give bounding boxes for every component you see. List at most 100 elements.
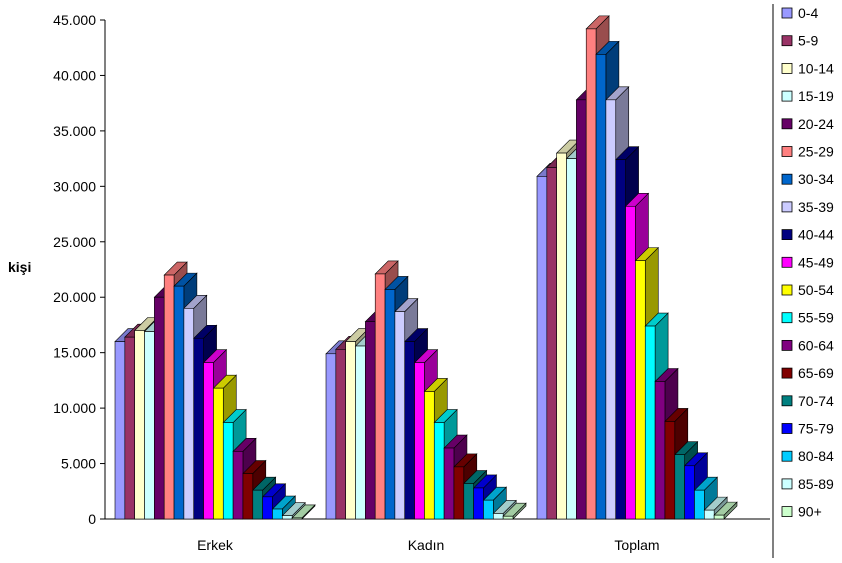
bar-front	[483, 499, 494, 520]
y-tick-label: 30.000	[53, 178, 96, 194]
bar-front	[355, 345, 366, 520]
legend-item: 25-29	[781, 144, 834, 160]
bar-front	[546, 167, 557, 520]
legend-swatch	[781, 450, 793, 462]
legend: 0-4 5-9 10-14 15-19 20-24 25-29 30-34 35-39 40-4…	[772, 4, 834, 558]
legend-label: 60-64	[798, 337, 834, 353]
legend-item: 5-9	[781, 33, 818, 49]
bar-front	[384, 289, 396, 520]
bar-front	[213, 387, 224, 520]
legend-item: 85-89	[781, 476, 834, 492]
bar-front	[222, 422, 234, 520]
bar-front	[394, 311, 406, 520]
y-ticks: 0 5.000 10.000 15.000 20.000 25.000 30.000 35.0…	[53, 12, 105, 527]
bar-front	[291, 517, 303, 520]
legend-label: 70-74	[798, 393, 834, 409]
bar-front	[644, 325, 656, 520]
legend-swatch	[781, 90, 793, 102]
legend-swatch	[781, 506, 793, 518]
bar-front	[404, 341, 415, 520]
bar-front	[556, 152, 567, 520]
legend-swatch	[781, 312, 793, 324]
legend-label: 15-19	[798, 88, 834, 104]
bar-front	[463, 483, 474, 520]
y-tick-label: 15.000	[53, 345, 96, 361]
legend-label: 80-84	[798, 448, 834, 464]
legend-label: 85-89	[798, 476, 834, 492]
legend-swatch	[781, 256, 793, 268]
bar-front	[654, 381, 666, 520]
legend-label: 55-59	[798, 310, 834, 326]
bar-front	[424, 391, 435, 520]
legend-label: 30-34	[798, 171, 834, 187]
bar-front	[566, 158, 577, 520]
bar-front	[134, 330, 145, 520]
bar-front	[183, 308, 195, 520]
bar-front	[173, 285, 185, 520]
bar-front	[144, 331, 155, 520]
bar-front	[374, 273, 386, 520]
bar-front	[473, 487, 484, 520]
bars	[114, 15, 738, 520]
bar-front	[493, 513, 504, 520]
bar-front	[242, 473, 254, 520]
y-axis-label: kişi	[8, 259, 31, 275]
bar-front	[193, 337, 204, 520]
bar-kadın-90+	[502, 502, 527, 520]
legend-label: 35-39	[798, 199, 834, 215]
bar-front	[585, 28, 597, 520]
legend-label: 5-9	[798, 33, 818, 49]
y-tick-label: 10.000	[53, 400, 96, 416]
y-tick-label: 0	[88, 511, 96, 527]
legend-label: 0-4	[798, 5, 818, 21]
bar-front	[453, 466, 465, 520]
bar-front	[163, 274, 175, 520]
legend-item: 45-49	[781, 254, 834, 270]
legend-item: 65-69	[781, 365, 834, 381]
y-tick-label: 45.000	[53, 12, 96, 28]
legend-swatch	[781, 284, 793, 296]
legend-item: 90+	[781, 504, 822, 520]
bar-front	[694, 489, 705, 520]
legend-swatch	[781, 35, 793, 47]
legend-swatch	[781, 173, 793, 185]
bar-front	[635, 260, 646, 520]
legend-label: 20-24	[798, 116, 834, 132]
bar-front	[345, 341, 356, 520]
bar-front	[625, 205, 636, 520]
legend-item: 15-19	[781, 88, 834, 104]
bar-front	[414, 362, 425, 520]
bar-toplam-90+	[713, 501, 738, 520]
legend-item: 20-24	[781, 116, 834, 132]
bar-front	[203, 362, 214, 520]
legend-item: 40-44	[781, 227, 834, 243]
legend-swatch	[781, 478, 793, 490]
legend-swatch	[781, 7, 793, 19]
bar-front	[272, 508, 283, 520]
legend-swatch	[781, 146, 793, 157]
legend-swatch	[781, 423, 793, 434]
bar-front	[114, 341, 126, 520]
bar-front	[232, 451, 244, 520]
bar-front	[704, 509, 715, 520]
bar-front	[684, 465, 695, 520]
legend-item: 60-64	[781, 337, 834, 353]
y-tick-label: 20.000	[53, 289, 96, 305]
legend-label: 25-29	[798, 144, 834, 160]
y-tick-label: 40.000	[53, 67, 96, 83]
bar-front	[536, 176, 548, 520]
legend-item: 80-84	[781, 448, 834, 464]
bar-front	[252, 489, 263, 520]
legend-swatch	[781, 395, 793, 407]
legend-item: 10-14	[781, 60, 834, 76]
bar-front	[154, 296, 165, 520]
bar-front	[605, 99, 617, 520]
legend-swatch	[781, 339, 793, 351]
bar-front	[365, 321, 376, 520]
bar-front	[282, 515, 293, 520]
legend-item: 75-79	[781, 421, 834, 437]
legend-swatch	[781, 201, 793, 213]
bar-front	[713, 514, 725, 520]
legend-label: 75-79	[798, 421, 834, 437]
legend-swatch	[781, 118, 793, 130]
